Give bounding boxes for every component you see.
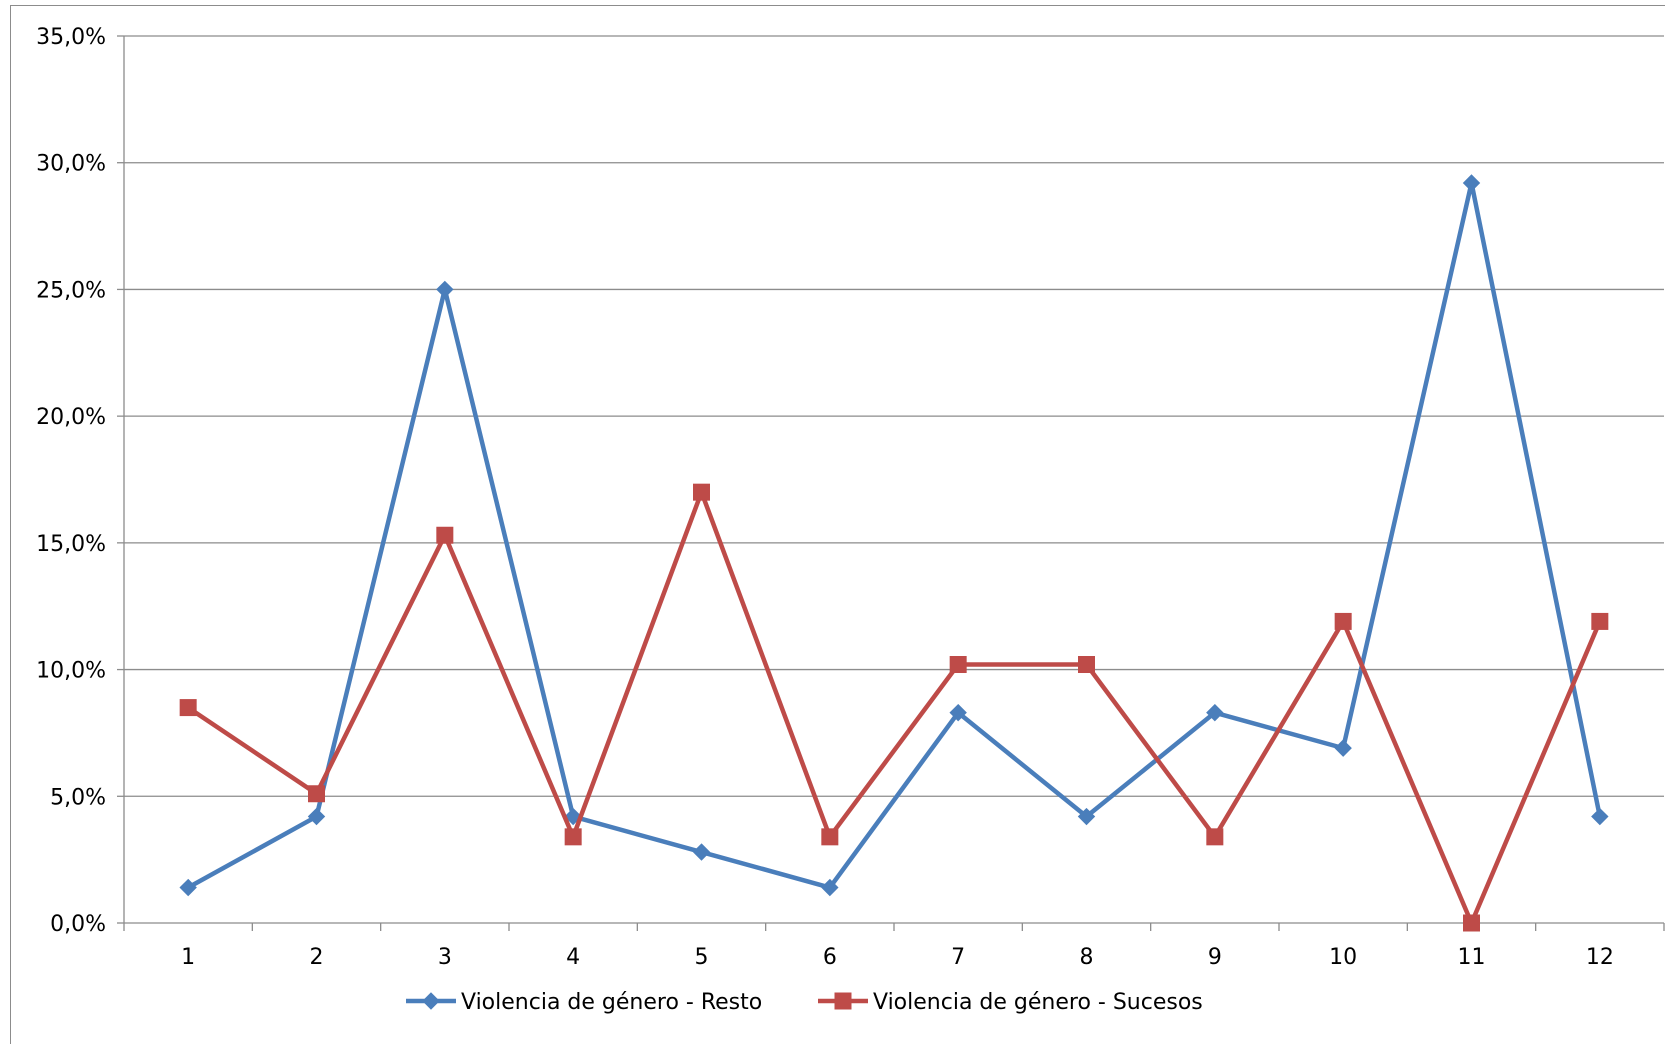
y-tick-label: 20,0% bbox=[36, 405, 106, 430]
x-tick-label: 11 bbox=[1458, 945, 1486, 970]
legend-marker bbox=[834, 992, 852, 1010]
data-point bbox=[949, 656, 967, 674]
data-point bbox=[1334, 612, 1352, 630]
y-tick-label: 25,0% bbox=[36, 278, 106, 303]
data-point bbox=[693, 483, 710, 501]
y-tick-label: 30,0% bbox=[36, 152, 106, 177]
gridlines bbox=[124, 35, 1664, 797]
series-2 bbox=[179, 483, 1609, 932]
x-tick-label: 3 bbox=[438, 945, 452, 970]
series-1 bbox=[179, 174, 1609, 897]
x-tick-label: 12 bbox=[1586, 945, 1614, 970]
data-point bbox=[1334, 739, 1352, 757]
x-tick-label: 5 bbox=[695, 945, 709, 970]
data-point bbox=[1077, 807, 1096, 826]
data-point bbox=[1206, 828, 1224, 846]
legend: Violencia de género - Resto Violencia de … bbox=[406, 990, 1203, 1015]
data-point bbox=[1463, 914, 1480, 932]
y-tick-label: 15,0% bbox=[36, 532, 106, 557]
data-point bbox=[1078, 656, 1095, 674]
data-point bbox=[1591, 612, 1609, 630]
x-tick-label: 7 bbox=[951, 945, 965, 970]
series-line bbox=[185, 489, 1603, 926]
x-tick-label: 6 bbox=[823, 945, 837, 970]
x-tick-label: 2 bbox=[310, 945, 324, 970]
y-tick-label: 5,0% bbox=[50, 785, 106, 810]
legend-label: Violencia de género - Resto bbox=[461, 990, 762, 1015]
axes: 0,0%5,0%10,0%15,0%20,0%25,0%30,0%35,0%1 2… bbox=[36, 25, 1665, 970]
x-tick-label: 1 bbox=[181, 945, 195, 970]
x-tick-label: 4 bbox=[566, 945, 580, 970]
data-point bbox=[307, 807, 326, 826]
data-point bbox=[949, 703, 967, 722]
data-point bbox=[1206, 703, 1224, 722]
legend-entry: Violencia de género - Sucesos bbox=[818, 990, 1203, 1015]
legend-label: Violencia de género - Sucesos bbox=[873, 990, 1203, 1015]
data-point bbox=[179, 878, 197, 897]
series-layer bbox=[179, 174, 1609, 932]
x-tick-label: 8 bbox=[1080, 945, 1094, 970]
data-point bbox=[436, 526, 454, 544]
y-tick-label: 35,0% bbox=[36, 25, 106, 50]
data-point bbox=[692, 843, 711, 861]
data-point bbox=[179, 699, 197, 717]
data-point bbox=[1591, 807, 1609, 826]
series-line bbox=[185, 180, 1603, 890]
data-point bbox=[308, 785, 325, 803]
y-tick-label: 0,0% bbox=[50, 912, 106, 937]
y-tick-label: 10,0% bbox=[36, 659, 106, 684]
chart-frame bbox=[10, 5, 1665, 1044]
data-point bbox=[1462, 174, 1481, 192]
legend-marker bbox=[422, 992, 440, 1010]
x-tick-label: 10 bbox=[1329, 945, 1357, 970]
data-point bbox=[821, 828, 839, 846]
legend-entry: Violencia de género - Resto bbox=[406, 990, 762, 1015]
data-point bbox=[564, 828, 582, 846]
data-point bbox=[821, 878, 839, 897]
data-point bbox=[436, 280, 454, 299]
x-tick-label: 9 bbox=[1208, 945, 1222, 970]
